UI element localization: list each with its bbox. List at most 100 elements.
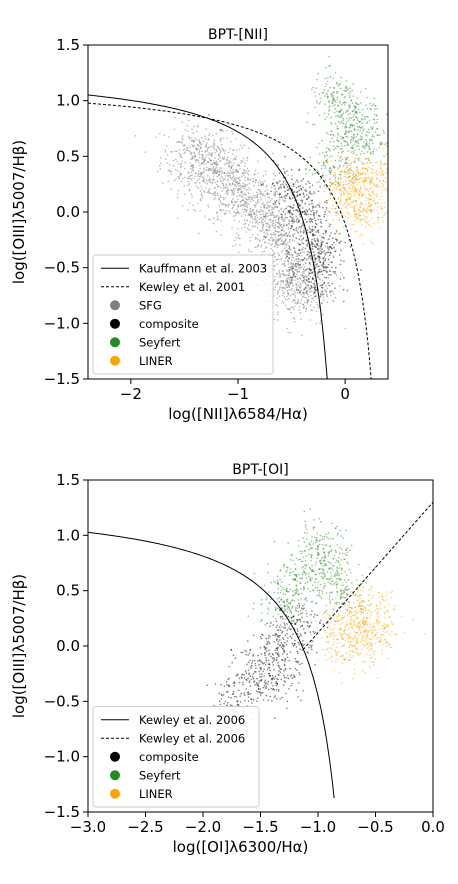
data-point <box>300 598 303 600</box>
data-point <box>244 197 247 200</box>
data-point <box>334 112 336 114</box>
data-point <box>281 234 283 236</box>
data-point <box>292 590 294 593</box>
data-point <box>330 567 333 569</box>
data-point <box>249 215 252 218</box>
data-point <box>298 268 301 270</box>
data-point <box>316 545 319 548</box>
data-point <box>291 269 294 272</box>
data-point <box>376 206 379 208</box>
data-point <box>396 223 398 225</box>
data-point <box>265 694 268 697</box>
data-point <box>350 123 353 126</box>
data-point <box>248 652 251 655</box>
data-point <box>318 589 321 592</box>
data-point <box>301 251 304 254</box>
data-point <box>302 605 304 607</box>
data-point <box>192 204 194 207</box>
data-point <box>277 688 280 691</box>
data-point <box>269 205 272 207</box>
data-point <box>307 213 309 215</box>
data-point <box>340 116 343 119</box>
data-point <box>351 657 353 659</box>
data-point <box>289 239 291 241</box>
data-point <box>283 674 285 677</box>
data-point <box>329 75 332 78</box>
data-point <box>194 182 196 184</box>
data-point <box>359 221 362 224</box>
data-point <box>386 641 389 643</box>
data-point <box>396 633 398 636</box>
data-point <box>313 306 315 309</box>
data-point <box>283 622 286 624</box>
data-point <box>299 185 302 187</box>
data-point <box>329 179 332 182</box>
data-point <box>379 601 381 603</box>
data-point <box>366 121 369 123</box>
data-point <box>309 192 311 194</box>
data-point <box>278 203 281 205</box>
data-point <box>290 616 293 619</box>
data-point <box>322 573 324 575</box>
data-point <box>247 700 250 702</box>
data-point <box>288 297 290 300</box>
data-point <box>327 532 330 534</box>
data-point <box>288 574 291 577</box>
data-point <box>325 131 328 134</box>
data-point <box>252 177 255 180</box>
data-point <box>307 296 310 298</box>
data-point <box>306 268 308 270</box>
data-point <box>347 173 350 175</box>
data-point <box>278 227 280 229</box>
data-point <box>309 169 311 171</box>
data-point <box>237 205 240 208</box>
data-point <box>368 159 370 162</box>
data-point <box>298 606 301 608</box>
data-point <box>247 224 250 226</box>
data-point <box>309 590 311 593</box>
data-point <box>189 162 192 164</box>
data-point <box>344 175 347 178</box>
data-point <box>279 668 282 670</box>
data-point <box>267 234 269 236</box>
data-point <box>376 196 378 198</box>
data-point <box>350 544 353 547</box>
data-point <box>304 247 307 250</box>
data-point <box>360 139 362 141</box>
data-point <box>251 234 254 236</box>
data-point <box>229 172 232 175</box>
data-point <box>338 110 341 113</box>
data-point <box>305 283 308 286</box>
data-point <box>213 145 216 147</box>
data-point <box>314 586 317 589</box>
data-point <box>236 195 238 198</box>
data-point <box>336 137 339 139</box>
data-point <box>287 566 289 569</box>
data-point <box>289 276 292 279</box>
data-point <box>359 153 362 155</box>
data-point <box>352 173 355 176</box>
data-point <box>338 574 340 577</box>
data-point <box>326 159 328 161</box>
data-point <box>360 214 362 217</box>
data-point <box>245 688 247 690</box>
data-point <box>291 262 294 265</box>
data-point <box>209 132 211 135</box>
data-point <box>327 199 329 201</box>
data-point <box>374 566 377 569</box>
data-point <box>346 169 349 172</box>
data-point <box>285 274 287 277</box>
data-point <box>380 167 382 170</box>
data-point <box>356 145 358 148</box>
data-point <box>255 179 257 182</box>
data-point <box>329 194 332 196</box>
data-point <box>239 201 242 203</box>
data-point <box>295 607 297 610</box>
data-point <box>286 632 288 635</box>
data-point <box>230 165 233 168</box>
data-point <box>222 178 225 180</box>
data-point <box>353 143 356 146</box>
data-point <box>367 146 370 149</box>
data-point <box>337 180 339 183</box>
data-point <box>298 300 301 302</box>
